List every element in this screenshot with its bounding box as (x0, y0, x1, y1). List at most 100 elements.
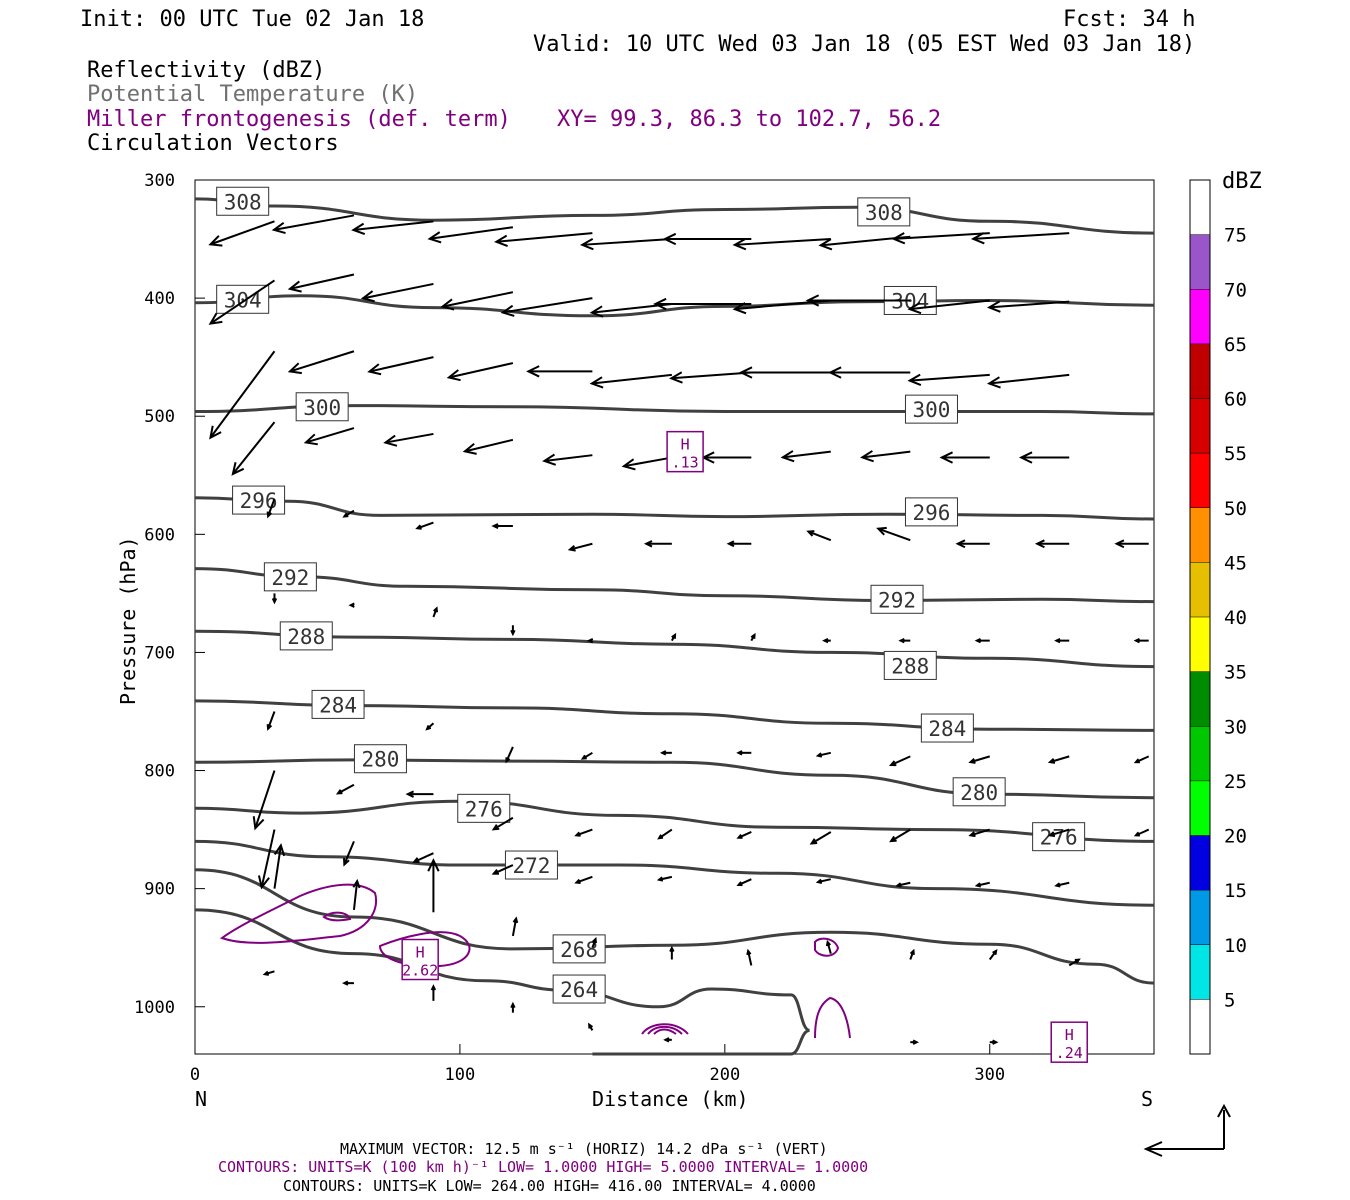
vector-head (907, 373, 922, 386)
vector-shaft (623, 456, 673, 468)
isentrope-label-text: 264 (560, 978, 598, 1002)
vector-head (669, 945, 675, 953)
circulation-vector (271, 593, 278, 605)
circulation-vector (806, 530, 832, 542)
legend-reflectivity: Reflectivity (dBZ) (87, 58, 325, 83)
vector-shaft (505, 746, 514, 762)
vector-head (968, 758, 976, 764)
vector-head (955, 539, 966, 549)
circulation-vector (510, 1001, 516, 1013)
vector-head (895, 882, 902, 888)
vector-head (992, 949, 998, 955)
circulation-vector (491, 864, 514, 875)
circulation-vector (589, 373, 672, 389)
vector-shaft (893, 232, 990, 240)
vector-shaft (493, 864, 514, 875)
colorbar-swatch (1190, 999, 1210, 1054)
vector-shaft (576, 875, 593, 884)
vector-head (1074, 958, 1081, 964)
vector-head (351, 222, 366, 235)
vector-shaft (337, 783, 355, 795)
vector-head (588, 1022, 594, 1029)
legend-miller: Miller frontogenesis (def. term) (87, 107, 511, 132)
isentrope-300 (194, 404, 1155, 416)
vector-shaft (267, 711, 276, 730)
isentrope-label: 300 (295, 392, 349, 422)
circulation-vector (888, 755, 911, 767)
vector-head (208, 312, 223, 325)
vector-head (732, 302, 747, 315)
circulation-vector (876, 526, 911, 542)
vector-head (746, 948, 752, 956)
circulation-vector (273, 843, 286, 889)
colorbar-swatch (1190, 398, 1210, 454)
vector-shaft (352, 880, 359, 911)
circulation-vector (1068, 958, 1081, 967)
circulation-vector (732, 238, 831, 251)
isentrope-label: 288 (883, 650, 937, 680)
circulation-vector (659, 750, 672, 756)
x-tick-label: 200 (709, 1065, 740, 1085)
circulation-vector (898, 637, 911, 644)
vector-head (986, 376, 1001, 389)
circulation-vector (822, 637, 831, 644)
miller-maximum-box (1050, 1021, 1088, 1063)
isentrope-label-box (870, 584, 924, 614)
circulation-vector (231, 421, 276, 476)
isentrope-label: 288 (279, 621, 333, 651)
circulation-vector (567, 542, 593, 552)
circulation-vector (656, 875, 673, 882)
circulation-vector (266, 498, 276, 519)
miller-maximum: H2.62 (401, 938, 439, 981)
colorbar-swatch (1190, 289, 1210, 344)
vector-head (876, 526, 887, 536)
circulation-vector (736, 750, 752, 756)
circulation-vector (432, 606, 439, 618)
miller-contours-layer (219, 883, 851, 1039)
colorbar-swatch (1190, 562, 1210, 617)
vector-shaft (232, 421, 276, 475)
vector-head (1114, 539, 1125, 549)
vector-head (1054, 882, 1061, 888)
colorbar-level-label: 40 (1224, 607, 1247, 629)
vector-head (579, 238, 594, 251)
circulation-vector (262, 970, 275, 976)
circulation-vector (974, 881, 990, 888)
vector-shaft (209, 279, 276, 325)
circulation-vector (815, 878, 832, 884)
circulation-vector (342, 980, 354, 986)
circulation-vector (643, 540, 672, 548)
isentrope-label: 308 (857, 197, 911, 227)
colorbar-level-label: 45 (1224, 552, 1247, 574)
circulation-vector (746, 948, 753, 966)
vector-head (367, 363, 382, 376)
circulation-vector (1133, 755, 1150, 764)
colorbar-level-label: 70 (1224, 279, 1247, 301)
vector-head (427, 231, 442, 244)
vector-head (815, 878, 823, 884)
isentrope-label-box (353, 744, 407, 774)
vector-head (491, 868, 499, 875)
miller-contour-ground-inner (653, 1028, 677, 1035)
reference-horizontal-arrowhead (1143, 1141, 1163, 1157)
circulation-vector (412, 852, 434, 863)
vector-head (827, 366, 842, 379)
vector-head (287, 362, 302, 375)
vector-head (738, 366, 753, 379)
circulation-vector (360, 282, 434, 303)
vector-head (726, 540, 735, 548)
vector-head (287, 280, 302, 293)
circulation-vector (1047, 755, 1070, 764)
colorbar-swatch (1190, 234, 1210, 290)
vector-head (939, 451, 953, 464)
circulation-vector (701, 451, 752, 464)
vector-head (383, 434, 398, 447)
circulation-vector (510, 625, 516, 637)
circulation-vector (580, 751, 593, 760)
vector-head (909, 948, 915, 955)
circulation-vector (859, 450, 911, 463)
circulation-vector (462, 438, 514, 455)
y-tick-label: 700 (144, 643, 175, 663)
